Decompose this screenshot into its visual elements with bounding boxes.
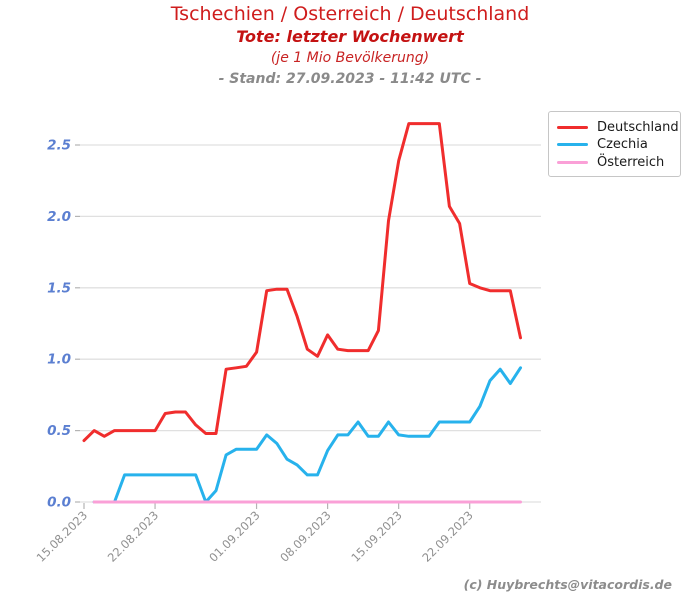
page-title: Tschechien / Osterreich / Deutschland <box>170 3 530 25</box>
x-tick-label: 22.09.2023 <box>419 508 475 564</box>
series-line-czechia <box>92 366 522 504</box>
legend-item-deutschland: Deutschland <box>557 119 679 136</box>
x-tick-label: 08.09.2023 <box>277 508 333 564</box>
legend-label: Österreich <box>597 154 665 170</box>
y-tick-label: 1.0 <box>47 352 71 368</box>
oesterreich-line-swatch-icon <box>557 160 588 164</box>
x-tick-label: 15.09.2023 <box>348 508 404 564</box>
deutschland-line-swatch-icon <box>557 126 588 130</box>
chart-header: Tschechien / Osterreich / Deutschland To… <box>0 2 700 90</box>
x-tick-label: 15.08.2023 <box>34 508 90 564</box>
y-tick-label: 2.0 <box>47 209 71 225</box>
legend-item-czechia: Czechia <box>557 136 672 153</box>
credit-text: (c) Huybrechts@vitacordis.de <box>463 577 672 592</box>
czechia-line-swatch-icon <box>557 143 588 147</box>
chart-subtitle-unit: (je 1 Mio Bevölkerung) <box>270 50 430 66</box>
y-tick-label: 0.0 <box>47 495 71 511</box>
legend-item-oesterreich: Österreich <box>557 154 672 171</box>
x-tick-label: 22.08.2023 <box>105 508 161 564</box>
y-tick-label: 0.5 <box>47 423 71 439</box>
chart-legend: Deutschland Czechia Österreich <box>548 111 681 177</box>
x-tick-label: 01.09.2023 <box>206 508 262 564</box>
legend-label: Deutschland <box>597 120 679 136</box>
y-tick-label: 2.5 <box>47 138 71 154</box>
chart-subtitle: Tote: letzter Wochenwert <box>236 27 464 46</box>
chart-stand-line: - Stand: 27.09.2023 - 11:42 UTC - <box>218 71 482 87</box>
y-tick-label: 1.5 <box>47 280 71 296</box>
legend-label: Czechia <box>597 137 648 153</box>
series-line-deutschland <box>82 122 522 443</box>
